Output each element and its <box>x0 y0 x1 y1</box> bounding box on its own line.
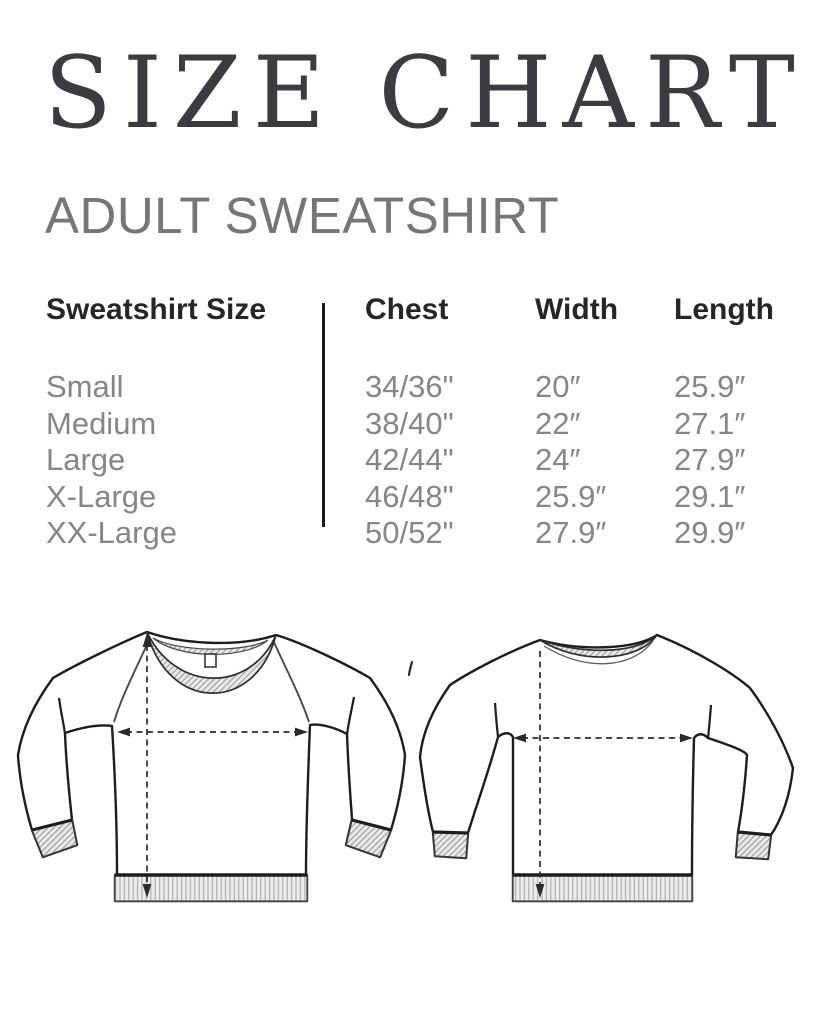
col-header-width: Width <box>535 293 619 326</box>
length-cell: 27.1″ <box>674 405 746 441</box>
chest-cell: 42/44" <box>365 442 454 477</box>
length-cell: 25.9″ <box>674 369 746 404</box>
back-collar-band <box>539 634 658 658</box>
size-cell: Small <box>46 369 124 404</box>
front-sleeve-inner-stub-right <box>345 696 356 736</box>
table-row: X-Large 46/48" 25.9″ 29.1″ <box>46 479 786 516</box>
table-column-divider <box>322 303 325 527</box>
width-cell: 20″ <box>535 369 581 404</box>
front-length-arrow-up <box>142 633 152 647</box>
page-subtitle: ADULT SWEATSHIRT <box>45 187 560 244</box>
width-cell: 27.9″ <box>535 515 607 550</box>
col-header-size: Sweatshirt Size <box>46 293 267 326</box>
chest-cell: 34/36" <box>365 369 454 404</box>
chest-cell: 38/40" <box>365 405 454 441</box>
table-row: Large 42/44" 24″ 27.9″ <box>46 442 786 479</box>
back-cuff-left <box>432 831 469 859</box>
back-sleeve-inner-stub-left <box>493 702 500 738</box>
table-body: Small 34/36" 20″ 25.9″ Medium 38/40" 22″… <box>46 369 786 552</box>
table-row: XX-Large 50/52" 27.9″ 29.9″ <box>46 515 786 552</box>
stray-ink-mark <box>407 660 414 677</box>
front-cuff-left-seam <box>31 818 73 832</box>
sweatshirt-front-diagram <box>16 630 407 903</box>
size-cell: XX-Large <box>46 515 177 550</box>
front-width-arrow-right <box>295 727 308 737</box>
table-header-row: Sweatshirt Size Chest Width Length <box>46 292 786 328</box>
width-cell: 25.9″ <box>535 478 607 514</box>
back-cuff-left-seam <box>432 830 469 835</box>
size-table: Sweatshirt Size Chest Width Length Small… <box>46 292 786 552</box>
front-garment-outline <box>16 630 407 903</box>
chest-cell: 46/48" <box>365 478 454 514</box>
back-collar-seam <box>543 640 654 665</box>
back-width-arrow-left <box>513 733 526 743</box>
front-raglan-seam-right <box>272 639 310 723</box>
size-cell: Medium <box>46 405 157 441</box>
table-row: Small 34/36" 20″ 25.9″ <box>46 369 786 406</box>
chest-cell: 50/52" <box>365 515 454 550</box>
front-length-arrow-down <box>142 884 152 898</box>
front-hem-rib <box>114 874 308 902</box>
length-cell: 29.9″ <box>674 515 746 550</box>
length-cell: 29.1″ <box>674 478 746 514</box>
front-width-arrow-left <box>117 727 130 737</box>
front-collar-band <box>146 631 277 694</box>
front-back-collar-sliver <box>152 637 269 655</box>
back-garment-outline <box>418 633 795 903</box>
front-neck-tag <box>204 653 217 668</box>
back-sleeve-inner-stub-right <box>706 704 713 739</box>
sweatshirt-back-diagram <box>407 633 795 903</box>
col-header-length: Length <box>674 293 774 326</box>
front-sleeve-inner-stub-left <box>57 697 67 735</box>
table-row: Medium 38/40" 22″ 27.1″ <box>46 406 786 443</box>
page-title: SIZE CHART <box>44 36 806 151</box>
col-header-chest: Chest <box>365 293 449 326</box>
front-cuff-right-seam <box>351 818 392 832</box>
length-cell: 27.9″ <box>674 442 746 477</box>
back-width-arrow-right <box>680 733 693 743</box>
size-cell: Large <box>46 442 126 477</box>
width-cell: 22″ <box>535 405 581 441</box>
width-cell: 24″ <box>535 442 581 477</box>
back-length-arrow-down <box>535 884 545 898</box>
back-cuff-right-seam <box>737 830 772 837</box>
size-cell: X-Large <box>46 478 157 514</box>
